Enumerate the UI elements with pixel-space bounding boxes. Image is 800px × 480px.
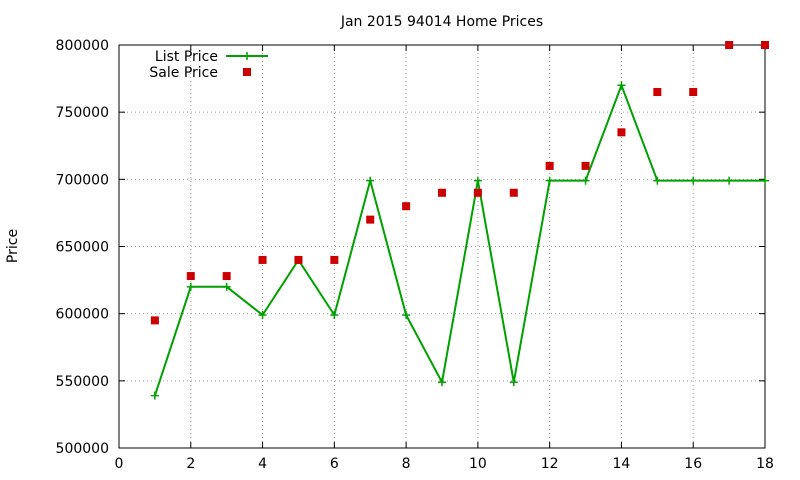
- data-point-plus: [258, 311, 267, 320]
- x-tick-label: 0: [115, 456, 124, 472]
- data-point-plus: [330, 311, 339, 320]
- data-point-plus: [473, 176, 482, 185]
- data-point-square: [402, 202, 411, 211]
- y-tick-label: 550000: [56, 374, 109, 390]
- data-point-square: [653, 88, 662, 97]
- series-0: [150, 81, 769, 400]
- data-point-square: [617, 128, 626, 137]
- y-axis-label: Price: [5, 229, 21, 263]
- data-point-square: [473, 188, 482, 197]
- data-point-plus: [761, 176, 769, 185]
- legend-item-1: Sale Price: [149, 65, 251, 81]
- x-tick-label: 10: [469, 456, 487, 472]
- data-point-plus: [222, 282, 231, 291]
- axis-ticks: 0 2 4 6 8 10 12 14 16 18 500000 550000 600000 650000 7…: [56, 38, 774, 472]
- x-tick-label: 18: [756, 456, 774, 472]
- data-point-square: [438, 188, 446, 197]
- grid: [119, 45, 765, 448]
- x-tick-label: 2: [186, 456, 195, 472]
- x-tick-label: 12: [541, 456, 559, 472]
- data-point-plus: [653, 176, 662, 185]
- x-tick-label: 8: [402, 456, 411, 472]
- data-point-square: [294, 255, 303, 264]
- data-point-plus: [545, 176, 554, 185]
- legend-square-marker: [243, 68, 251, 76]
- data-point-plus: [581, 176, 590, 185]
- chart-title: Jan 2015 94014 Home Prices: [340, 14, 543, 30]
- data-point-plus: [509, 378, 518, 387]
- x-tick-label: 6: [330, 456, 339, 472]
- data-point-square: [330, 255, 339, 264]
- series-1: [150, 41, 769, 325]
- series-layer: [150, 41, 769, 400]
- data-point-square: [222, 272, 231, 281]
- y-tick-label: 650000: [56, 240, 109, 256]
- data-point-square: [689, 88, 698, 97]
- data-point-square: [545, 161, 554, 170]
- data-point-plus: [725, 176, 734, 185]
- legend-label: Sale Price: [149, 65, 218, 81]
- legend-plus-marker: [243, 52, 251, 60]
- data-point-square: [581, 161, 590, 170]
- data-point-plus: [689, 176, 698, 185]
- data-point-plus: [150, 391, 159, 400]
- x-tick-label: 14: [613, 456, 631, 472]
- data-point-square: [186, 272, 195, 281]
- data-point-plus: [366, 176, 375, 185]
- y-tick-label: 600000: [56, 307, 109, 323]
- legend-label: List Price: [155, 49, 218, 65]
- data-point-square: [725, 41, 734, 49]
- data-point-plus: [438, 378, 446, 387]
- y-tick-label: 750000: [56, 105, 109, 121]
- y-tick-label: 800000: [56, 38, 109, 54]
- data-point-plus: [402, 311, 411, 320]
- legend-item-0: List Price: [155, 49, 268, 65]
- data-point-square: [366, 215, 375, 224]
- data-point-plus: [186, 282, 195, 291]
- data-point-square: [150, 316, 159, 325]
- data-point-plus: [617, 81, 626, 90]
- data-point-square: [761, 41, 769, 49]
- x-tick-label: 4: [258, 456, 267, 472]
- y-tick-label: 700000: [56, 172, 109, 188]
- data-point-square: [509, 188, 518, 197]
- series-line: [153, 82, 765, 396]
- data-point-square: [258, 255, 267, 264]
- y-tick-label: 500000: [56, 441, 109, 457]
- x-tick-label: 16: [684, 456, 702, 472]
